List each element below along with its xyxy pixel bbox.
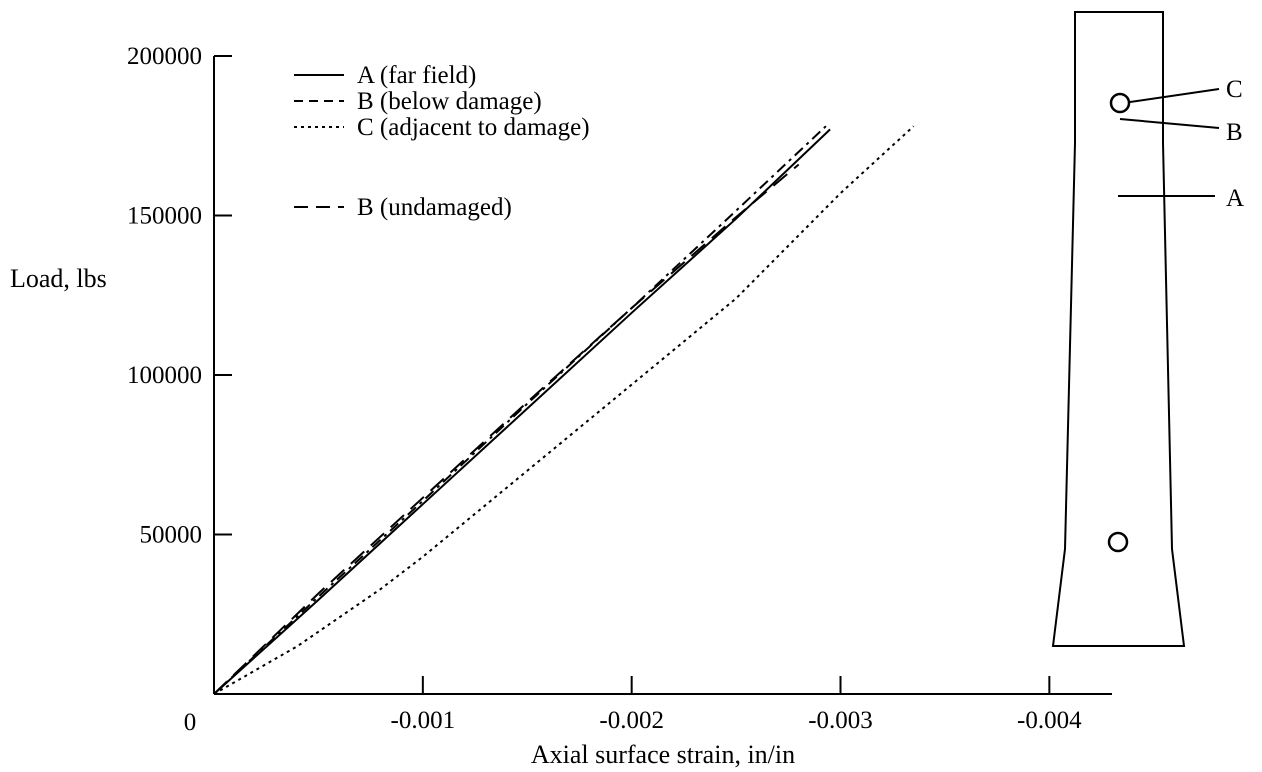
x-tick-label: -0.001 [391,707,456,734]
axes [213,56,1112,695]
specimen-label-c: C [1226,76,1243,103]
y-tick-label: 150000 [127,203,202,230]
series-layer [213,125,915,695]
x-tick-label: -0.004 [1017,707,1082,734]
x-tick-label: -0.002 [599,707,664,734]
legend: A (far field)B (below damage)C (adjacent… [294,62,590,221]
legend-label-a-far-field: A (far field) [357,62,476,89]
y-tick-label: 50000 [140,522,203,549]
specimen-outline [1051,11,1186,647]
legend-label-b-below-damage: B (below damage) [357,88,542,115]
legend-label-b-undamaged: B (undamaged) [357,194,512,221]
legend-label-c-adjacent-to-damage: C (adjacent to damage) [357,114,590,141]
x-tick-label: -0.003 [808,707,873,734]
specimen-label-b: B [1226,119,1243,146]
ticks: 200000 150000 100000 50000 -0.001 -0.002 -0.00… [127,43,1082,734]
y-tick-label: 100000 [127,362,202,389]
leader-line-b [1119,118,1220,129]
series-line-b-undamaged [213,163,800,695]
y-axis-title: Load, lbs [10,264,107,293]
gauge-location-c-marker [1109,92,1131,114]
origin-tick-label: 0 [184,709,197,736]
leader-line-c [1129,88,1220,103]
specimen-label-a: A [1226,185,1244,212]
y-tick-label: 200000 [127,43,202,70]
lower-damage-marker [1107,531,1129,553]
series-line-a-far-field [213,128,831,695]
x-axis-title: Axial surface strain, in/in [531,740,795,769]
series-line-c-adjacent-to-damage [213,125,915,695]
specimen-diagram: C B A [1051,11,1244,647]
